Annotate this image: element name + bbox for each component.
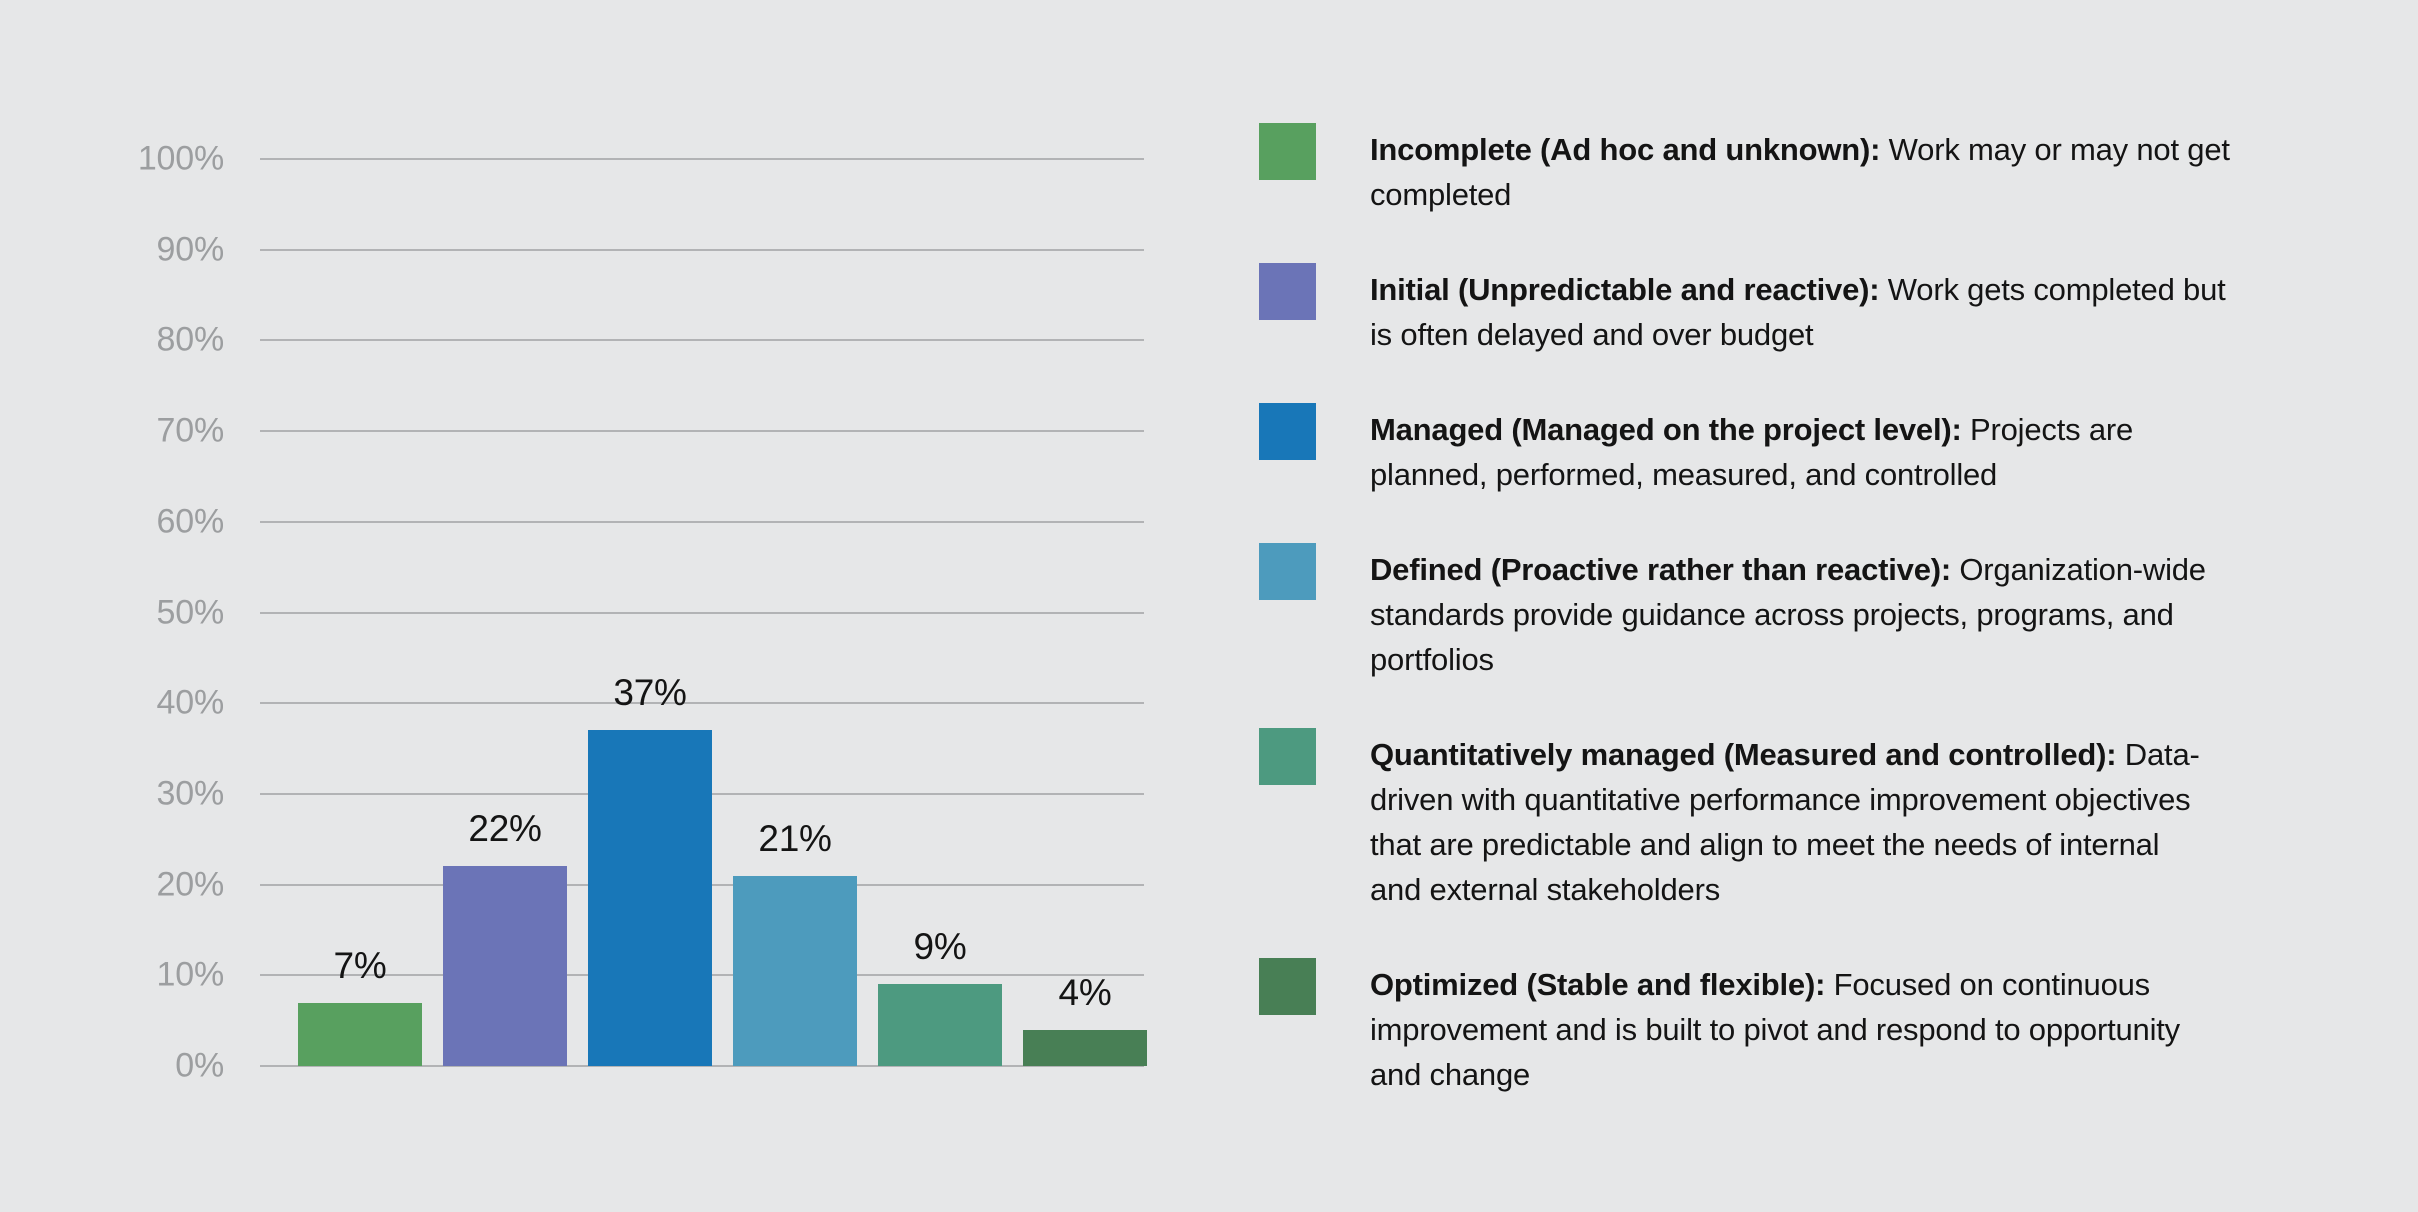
y-axis: 0% 10% 20% 30% 40% 50% 60% 70% 80% 90% 100% <box>100 140 225 1085</box>
y-axis-tick-label: 70% <box>156 411 225 450</box>
y-axis-tick-label: 30% <box>156 774 225 813</box>
y-axis-tick-label: 100% <box>137 139 224 178</box>
legend-swatch <box>1259 403 1316 460</box>
gridline <box>260 1065 1144 1067</box>
legend-term: Incomplete (Ad hoc and unknown): <box>1370 132 1881 167</box>
legend-term: Optimized (Stable and flexible): <box>1370 967 1826 1002</box>
gridline <box>260 520 1144 523</box>
bar-optimized <box>1023 1029 1147 1066</box>
gridline <box>260 611 1144 614</box>
bar-initial <box>443 866 567 1066</box>
legend-text: Managed (Managed on the project level): … <box>1370 407 2335 497</box>
legend-description: Projects are planned, performed, measure… <box>1370 412 2134 492</box>
legend-text: Initial (Unpredictable and reactive): Wo… <box>1370 267 2335 357</box>
gridline <box>260 248 1144 251</box>
legend-description: Organization-wide standards provide guid… <box>1370 552 2206 677</box>
y-axis-tick-label: 20% <box>156 865 225 904</box>
bar-value-label: 4% <box>1058 971 1112 1013</box>
legend-item: Defined (Proactive rather than reactive)… <box>1259 543 2339 682</box>
y-axis-tick-label: 60% <box>156 502 225 541</box>
bar-incomplete <box>298 1002 422 1066</box>
bar-value-label: 37% <box>613 672 687 714</box>
y-axis-tick-label: 50% <box>156 593 225 631</box>
legend-term: Initial (Unpredictable and reactive): <box>1370 272 1880 307</box>
legend-swatch <box>1259 123 1316 180</box>
legend-swatch <box>1259 543 1316 600</box>
legend-item: Incomplete (Ad hoc and unknown): Work ma… <box>1259 123 2339 217</box>
legend-text: Quantitatively managed (Measured and con… <box>1370 732 2335 912</box>
legend-description: Data- driven with quantitative performan… <box>1370 737 2200 907</box>
legend-description: Work gets completed but is often delayed… <box>1370 272 2226 352</box>
y-axis-tick-label: 90% <box>156 230 225 269</box>
bar-value-label: 22% <box>468 808 542 850</box>
legend-item: Managed (Managed on the project level): … <box>1259 403 2339 497</box>
legend-text: Incomplete (Ad hoc and unknown): Work ma… <box>1370 127 2335 217</box>
y-axis-tick-label: 80% <box>156 320 225 359</box>
legend-swatch <box>1259 958 1316 1015</box>
bar-value-label: 9% <box>913 926 967 968</box>
bar-value-label: 7% <box>333 944 387 986</box>
legend-term: Managed (Managed on the project level): <box>1370 412 1962 447</box>
bar-defined <box>733 875 857 1066</box>
y-axis-tick-label: 40% <box>156 683 225 722</box>
legend-swatch <box>1259 263 1316 320</box>
gridline <box>260 702 1144 705</box>
bar-quantitatively-managed <box>878 984 1002 1066</box>
legend-item: Quantitatively managed (Measured and con… <box>1259 728 2339 912</box>
y-axis-tick-label: 0% <box>175 1046 224 1085</box>
plot-area: 7% 22% 37% 21% 9% 4% <box>260 158 1147 1067</box>
bar-value-label: 21% <box>758 817 832 859</box>
gridline <box>260 339 1144 342</box>
legend-term: Quantitatively managed (Measured and con… <box>1370 737 2117 772</box>
legend-description: Work may or may not get completed <box>1370 132 2230 212</box>
legend-swatch <box>1259 728 1316 785</box>
legend-description: Focused on continuous improvement and is… <box>1370 967 2180 1092</box>
legend-item: Initial (Unpredictable and reactive): Wo… <box>1259 263 2339 357</box>
gridline <box>260 158 1144 160</box>
chart-legend: Incomplete (Ad hoc and unknown): Work ma… <box>1259 123 2339 1097</box>
gridline <box>260 430 1144 433</box>
bar-managed <box>588 730 712 1066</box>
legend-text: Defined (Proactive rather than reactive)… <box>1370 547 2335 682</box>
legend-text: Optimized (Stable and flexible): Focused… <box>1370 962 2335 1097</box>
legend-item: Optimized (Stable and flexible): Focused… <box>1259 958 2339 1097</box>
y-axis-tick-label: 10% <box>156 955 225 994</box>
legend-term: Defined (Proactive rather than reactive)… <box>1370 552 1951 587</box>
